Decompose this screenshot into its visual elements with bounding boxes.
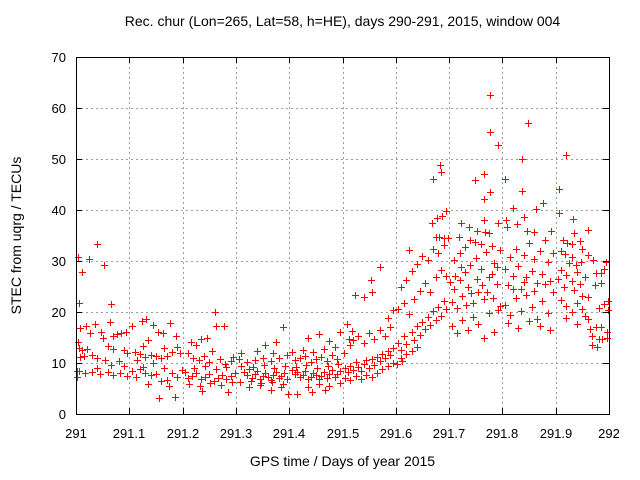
x-tick-label: 291.8 <box>486 426 519 441</box>
y-axis-label: STEC from uqrg / TECUs <box>8 156 24 315</box>
x-tick-label: 291.7 <box>433 426 466 441</box>
y-tick-label: 70 <box>52 50 66 65</box>
y-tick-label: 10 <box>52 356 66 371</box>
x-tick-label: 291 <box>65 426 87 441</box>
x-tick-label: 291.6 <box>380 426 413 441</box>
y-tick-label: 30 <box>52 254 66 269</box>
plot-border <box>76 57 610 415</box>
y-tick-label: 40 <box>52 203 66 218</box>
x-tick-label: 291.3 <box>220 426 253 441</box>
x-tick-label: 291.9 <box>540 426 573 441</box>
y-tick-label: 20 <box>52 305 66 320</box>
y-tick-label: 50 <box>52 152 66 167</box>
y-tick-label: 60 <box>52 101 66 116</box>
x-tick-label: 291.4 <box>273 426 306 441</box>
x-tick-label: 291.2 <box>167 426 200 441</box>
y-tick-label: 0 <box>59 407 66 422</box>
x-tick-label: 291.1 <box>113 426 146 441</box>
chart-title: Rec. chur (Lon=265, Lat=58, h=HE), days … <box>124 13 561 29</box>
scatter-points <box>74 92 612 402</box>
x-tick-label: 292 <box>598 426 620 441</box>
x-tick-label: 291.5 <box>327 426 360 441</box>
x-axis-label: GPS time / Days of year 2015 <box>249 453 436 469</box>
